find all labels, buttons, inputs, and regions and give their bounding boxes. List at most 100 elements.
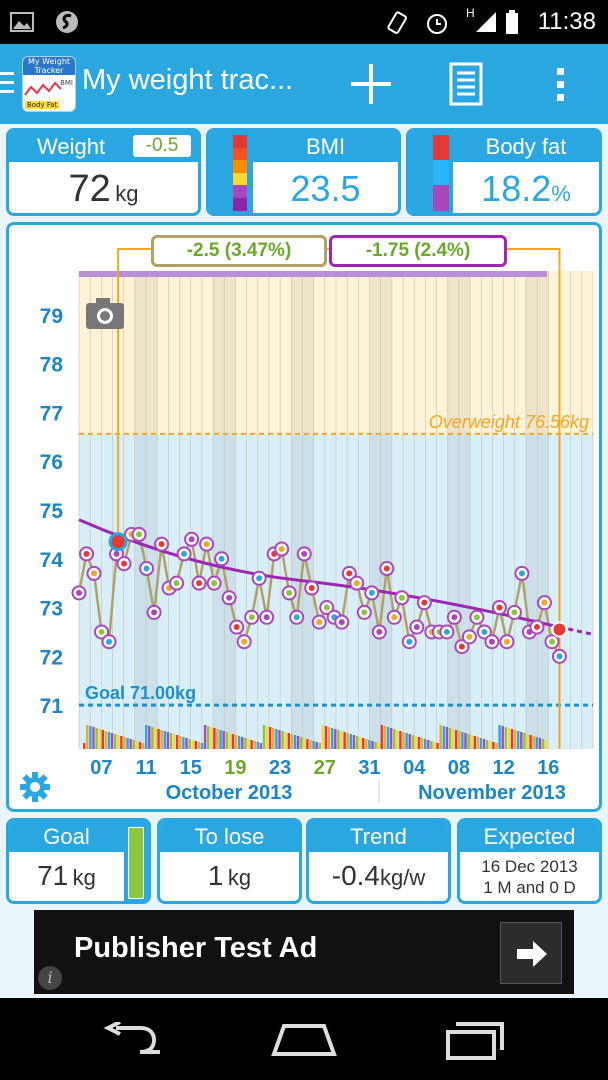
goal-card[interactable]: Goal 71 kg: [6, 818, 151, 904]
entry-bar: [219, 730, 222, 749]
to-lose-card[interactable]: To lose 1 kg: [157, 818, 302, 904]
weight-point-dot: [488, 638, 495, 645]
entry-bar: [281, 731, 284, 749]
entry-bar: [346, 733, 349, 749]
app-logo-bodyfat-text: Body Fat: [25, 101, 60, 109]
entry-bar: [386, 727, 390, 749]
entry-bar: [513, 730, 517, 749]
weight-point-dot: [548, 638, 555, 645]
entry-bar: [290, 734, 294, 749]
entry-bar: [256, 742, 259, 749]
weight-point-dot: [188, 536, 195, 543]
entry-bar: [383, 726, 387, 749]
weight-point-dot: [218, 555, 225, 562]
weight-point-dot: [256, 575, 263, 582]
entry-bar: [92, 727, 95, 749]
trend-projection-line: [559, 625, 594, 636]
weight-point-dot: [181, 550, 188, 557]
range-change-left-label[interactable]: -2.5 (3.47%): [151, 235, 327, 267]
entry-bar: [504, 727, 507, 749]
weight-chart-card[interactable]: 79 78 77 76 75 74 73 72 71 07 11 15 19 23 27 31 04 08 12 16…: [6, 222, 602, 812]
recent-apps-icon[interactable]: [440, 1020, 506, 1060]
month-label-november: November 2013: [418, 782, 566, 804]
arrow-right-icon: [517, 941, 547, 967]
ad-arrow-button[interactable]: [500, 922, 562, 984]
entry-bar: [442, 726, 445, 749]
weight-change-badge: -0.5: [132, 134, 192, 158]
weight-point-dot: [248, 614, 255, 621]
entry-bar: [176, 735, 179, 749]
entry-bar: [315, 742, 318, 749]
range-start-marker[interactable]: [108, 532, 128, 552]
entry-bar: [148, 726, 151, 749]
entry-bar: [433, 742, 436, 749]
y-tick-label: 79: [40, 305, 63, 328]
entry-bar: [535, 737, 538, 749]
body-fat-scale-bar: [433, 135, 449, 211]
weight-point-dot: [173, 580, 180, 587]
range-change-right-label[interactable]: -1.75 (2.4%): [329, 235, 507, 267]
entry-bar: [213, 728, 216, 749]
weight-point-dot: [158, 541, 165, 548]
chart-settings-gear-icon[interactable]: [19, 771, 51, 803]
entry-bar: [163, 731, 166, 749]
camera-icon[interactable]: [85, 297, 125, 331]
entry-bar: [89, 726, 92, 749]
weight-point-dot: [323, 604, 330, 611]
entry-bar: [293, 735, 297, 749]
weekend-stripe: [146, 271, 158, 749]
drawer-indicator-icon[interactable]: [0, 72, 14, 99]
home-icon[interactable]: [270, 1022, 338, 1058]
weight-point-dot: [443, 628, 450, 635]
weight-point-dot: [503, 638, 510, 645]
y-tick-label: 76: [40, 451, 63, 474]
entry-bar: [327, 727, 331, 749]
x-tick-label: 12: [492, 757, 514, 779]
weight-card[interactable]: Weight -0.5 72 kg: [6, 128, 201, 216]
entry-bar: [489, 741, 492, 749]
weight-point-dot: [398, 594, 405, 601]
weight-point-dot: [286, 589, 293, 596]
weight-point-dot: [541, 599, 548, 606]
entry-bar: [169, 733, 173, 749]
entry-bar: [417, 737, 421, 749]
body-fat-card[interactable]: Body fat 18.2%: [406, 128, 602, 216]
ad-text[interactable]: Publisher Test Ad: [74, 932, 318, 964]
ad-banner[interactable]: Publisher Test Ad i: [34, 910, 574, 994]
x-tick-label: 16: [537, 757, 559, 779]
entry-bar: [402, 732, 405, 749]
entry-bar: [396, 730, 399, 749]
overflow-menu-button[interactable]: [536, 58, 588, 110]
add-entry-button[interactable]: [345, 58, 397, 110]
entry-bar: [95, 728, 98, 749]
entry-bar: [172, 734, 176, 749]
entry-bar: [414, 736, 418, 749]
x-tick-label: 15: [180, 757, 202, 779]
range-end-marker[interactable]: [551, 621, 568, 638]
trend-unit: kg/w: [380, 865, 426, 890]
entry-bar: [265, 726, 269, 749]
entry-bar: [269, 727, 272, 749]
clock: 11:38: [537, 8, 596, 35]
ad-info-icon[interactable]: i: [38, 966, 62, 990]
entry-bar: [210, 727, 213, 749]
entry-bar: [250, 740, 253, 749]
expected-card[interactable]: Expected 16 Dec 2013 1 M and 0 D: [457, 818, 602, 904]
body-fat-value: 18.2: [481, 168, 552, 209]
app-logo[interactable]: My Weight Tracker BMI Body Fat: [22, 56, 76, 112]
y-tick-label: 75: [40, 500, 64, 523]
entry-bar: [312, 741, 315, 749]
entry-bar: [358, 737, 362, 749]
back-icon[interactable]: [100, 1022, 166, 1060]
weight-chart[interactable]: 79 78 77 76 75 74 73 72 71 07 11 15 19 23 27 31 04 08 12 16…: [9, 225, 599, 809]
entry-bar: [259, 743, 263, 749]
weight-value: 72: [68, 168, 111, 210]
trend-line: [78, 518, 560, 629]
weight-point-dot: [241, 638, 248, 645]
trend-card[interactable]: Trend -0.4kg/w: [306, 818, 451, 904]
entry-bar: [349, 734, 352, 749]
list-view-button[interactable]: [440, 58, 492, 110]
weight-point-dot: [136, 531, 143, 538]
bmi-card[interactable]: BMI 23.5: [206, 128, 401, 216]
entry-bar: [126, 738, 129, 749]
